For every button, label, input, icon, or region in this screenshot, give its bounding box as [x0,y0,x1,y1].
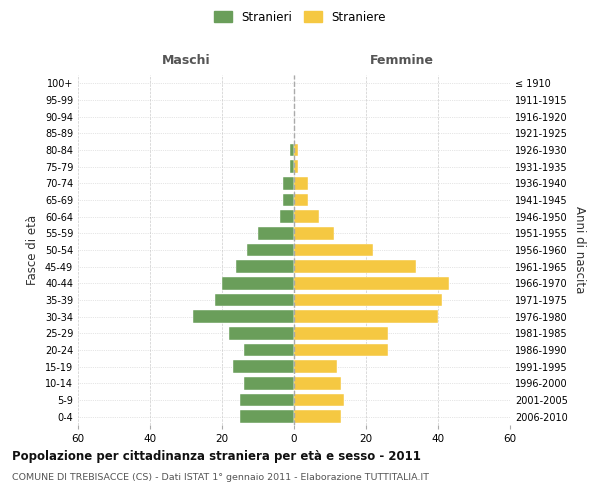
Bar [294,277,449,289]
Bar [294,144,298,156]
Bar [294,244,373,256]
Bar [244,377,294,390]
Text: Popolazione per cittadinanza straniera per età e sesso - 2011: Popolazione per cittadinanza straniera p… [12,450,421,463]
Text: COMUNE DI TREBISACCE (CS) - Dati ISTAT 1° gennaio 2011 - Elaborazione TUTTITALIA: COMUNE DI TREBISACCE (CS) - Dati ISTAT 1… [12,472,429,482]
Bar [294,177,308,190]
Y-axis label: Fasce di età: Fasce di età [26,215,39,285]
Bar [294,227,334,239]
Bar [244,344,294,356]
Bar [294,294,442,306]
Bar [294,210,319,223]
Bar [229,327,294,340]
Bar [294,327,388,340]
Y-axis label: Anni di nascita: Anni di nascita [573,206,586,294]
Bar [236,260,294,273]
Bar [283,194,294,206]
Bar [240,394,294,406]
Bar [258,227,294,239]
Bar [294,377,341,390]
Bar [294,344,388,356]
Legend: Stranieri, Straniere: Stranieri, Straniere [209,6,391,28]
Bar [222,277,294,289]
Bar [233,360,294,373]
Text: Femmine: Femmine [370,54,434,68]
Bar [193,310,294,323]
Bar [294,194,308,206]
Bar [294,410,341,423]
Bar [294,260,416,273]
Bar [290,144,294,156]
Bar [240,410,294,423]
Text: Maschi: Maschi [161,54,211,68]
Bar [294,360,337,373]
Bar [283,177,294,190]
Bar [294,160,298,173]
Bar [290,160,294,173]
Bar [294,310,438,323]
Bar [247,244,294,256]
Bar [294,394,344,406]
Bar [215,294,294,306]
Bar [280,210,294,223]
